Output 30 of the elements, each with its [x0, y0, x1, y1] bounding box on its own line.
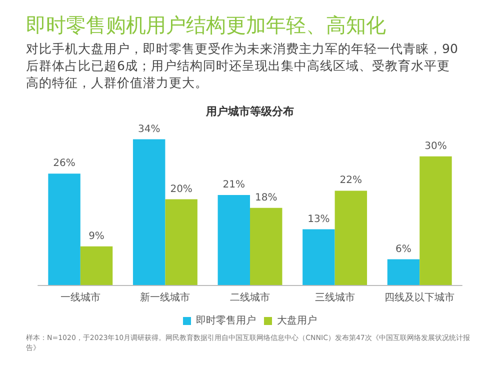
x-tick-label: 三线城市: [314, 292, 355, 304]
data-label: 26%: [53, 158, 76, 170]
data-label: 34%: [138, 124, 160, 135]
legend-label: 即时零售用户: [196, 314, 256, 326]
bar: [165, 199, 198, 285]
bar: [250, 208, 282, 285]
bar: [302, 229, 335, 285]
data-label: 22%: [340, 175, 362, 186]
x-tick-label: 新一线城市: [140, 292, 190, 304]
data-label: 13%: [308, 214, 330, 225]
bar: [48, 174, 80, 285]
x-tick-label: 一线城市: [60, 292, 100, 304]
data-label: 21%: [222, 180, 246, 190]
data-label: 9%: [88, 230, 104, 242]
chart-subtitle: 对比手机大盘用户，即时零售更受作为未来消费主力军的年轻一代青睐，90后群体占比已超6成；用户结构同时还呈现出集中高线区域、受教育水平更高的特征，人群价值潜力更大。: [26, 40, 459, 91]
bar: [334, 190, 368, 285]
text: 用户城市等级分布: [205, 105, 294, 118]
bar: [420, 156, 452, 285]
bar: [218, 195, 250, 285]
bar: [387, 259, 420, 285]
chart-title: 即时零售购机用户结构更加年轻、高知化: [26, 12, 387, 38]
data-label: 30%: [424, 140, 447, 152]
data-label: 6%: [396, 244, 412, 255]
data-label: 20%: [170, 184, 192, 195]
legend-label: 大盘用户: [277, 314, 317, 326]
bar: [80, 246, 113, 285]
bar: [132, 139, 166, 285]
x-tick-label: 四线及以下城市: [384, 292, 455, 304]
data-label: 18%: [254, 192, 278, 204]
x-tick-label: 二线城市: [230, 292, 270, 304]
